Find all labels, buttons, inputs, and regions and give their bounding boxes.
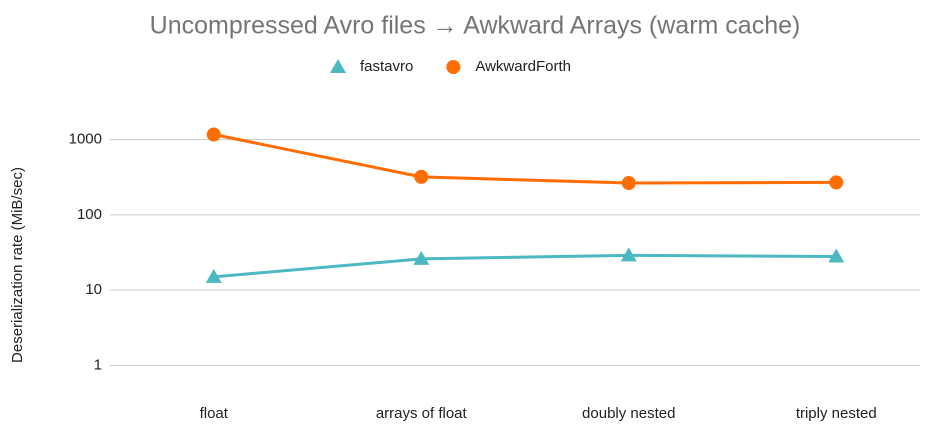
line bbox=[213, 133, 837, 185]
x-tick-label: doubly nested bbox=[582, 405, 675, 422]
line bbox=[213, 253, 837, 279]
legend-marker bbox=[446, 60, 461, 74]
marker bbox=[206, 127, 221, 142]
marker bbox=[621, 176, 636, 191]
y-tick-label: 10 bbox=[85, 281, 102, 298]
y-axis-label: Deserialization rate (MiB/sec) bbox=[9, 167, 26, 363]
y-tick-label: 100 bbox=[77, 206, 102, 223]
marker bbox=[205, 268, 222, 283]
y-tick-label: 1 bbox=[94, 356, 102, 373]
y-tick-label: 1000 bbox=[69, 131, 102, 148]
marker bbox=[828, 248, 845, 263]
x-tick-label: float bbox=[200, 405, 229, 422]
legend-label: AwkwardForth bbox=[475, 58, 571, 75]
marker bbox=[413, 250, 430, 265]
marker bbox=[829, 175, 844, 190]
marker bbox=[620, 247, 637, 262]
legend-marker bbox=[330, 59, 346, 73]
x-tick-label: arrays of float bbox=[376, 405, 468, 422]
legend-label: fastavro bbox=[360, 58, 413, 75]
marker bbox=[414, 169, 429, 184]
x-tick-label: triply nested bbox=[796, 405, 877, 422]
chart-title: Uncompressed Avro files → Awkward Arrays… bbox=[150, 12, 801, 40]
